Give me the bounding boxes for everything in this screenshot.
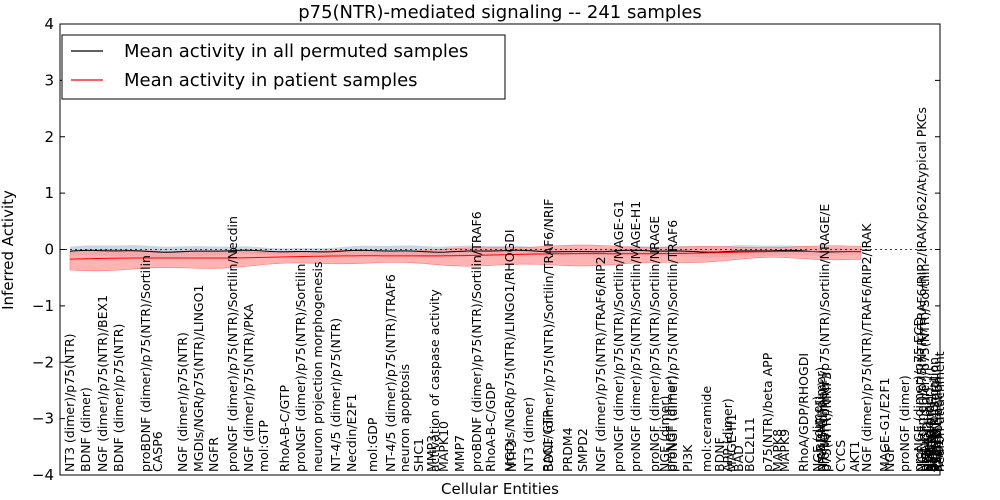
entity-label: NGF [882, 446, 897, 472]
entity-label: SMPD2 [575, 428, 590, 472]
entity-label: activation of caspase activity [427, 289, 442, 472]
entity-label: RhoA-B-C/GTP [277, 385, 292, 472]
permuted-mean-line [69, 249, 862, 253]
entity-label: APH1B [923, 430, 938, 472]
entity-label: BDNF (dimer) [921, 387, 936, 472]
entity-label: proNGF (dimer)/p75(NTR)/Sortilin/NRAGE/E [817, 204, 832, 472]
y-tick-label: 2 [44, 128, 54, 146]
entity-label: proNGF (dimer)/p75(NTR)/Sortilin/TRAF6 [665, 220, 680, 472]
entity-label: proBDNF (dimer)/p75(NTR)/Sortilin [138, 255, 153, 472]
chart-title: p75(NTR)-mediated signaling -- 241 sampl… [298, 2, 702, 23]
entity-label: neuron apoptosis [397, 364, 412, 472]
entity-label: RhoA/GDP/RHOGDI [796, 353, 811, 472]
x-axis-label: Cellular Entities [441, 480, 559, 498]
plot-area [60, 244, 940, 272]
entity-label: MMP7 [452, 435, 467, 472]
y-tick-label: −4 [32, 466, 54, 484]
entity-label: NGF (dimer) [657, 396, 672, 472]
entity-label: mol:GTP [256, 420, 271, 472]
y-tick-label: −3 [32, 410, 54, 428]
entity-label: NCSTN [925, 429, 940, 472]
entity-label: PRDM4 [560, 427, 575, 472]
entity-label: RAC1/GTP [540, 410, 555, 472]
entity-label: proNGF (dimer)/p75(NTR)/Sortilin/MAGE-H1 [628, 201, 643, 472]
entity-label: proNGF (dimer) [663, 375, 678, 472]
entity-label: NTF3 [504, 440, 519, 472]
entity-label: proNGF (dimer)/p75(NTR)/Sortilin [293, 264, 308, 472]
entity-label: axon retraction [930, 377, 945, 472]
entity-label: MGDIs/NGR/p75(NTR)/LINGO1/RHOGDI [502, 229, 517, 472]
entity-label: MGDIs/NGR/p75(NTR)/LINGO1 [191, 285, 206, 472]
y-tick-label: −2 [32, 353, 54, 371]
entity-label: mol:GDP [365, 417, 380, 472]
entity-label: proNGF (dimer) [897, 375, 912, 472]
entity-label: MAGE-G1/E2F1 [877, 377, 892, 472]
entity-label: proNGF (dimer)/p75 ECD [911, 317, 926, 472]
entity-label: MAPK8 [770, 429, 785, 472]
entity-label: SHC1 [411, 438, 426, 472]
entity-label: proBDNF (dimer)/p75(NTR)/Sortilin/TRAF6 [469, 211, 484, 472]
entity-label: MAGE-H1 [724, 413, 739, 472]
entity-label: p75(NTR)/Sortilin [927, 365, 942, 472]
y-tick-label: 4 [44, 15, 54, 33]
entity-label: CASP6 [150, 431, 165, 472]
entity-label: MAPK9 [777, 429, 792, 472]
entity-label: PSEN1 [928, 431, 943, 472]
entity-label: proNGF (dimer)/p75(NTR)/Sortilin/NRAGE [647, 216, 662, 472]
patient-mean-line [69, 250, 862, 260]
entity-label: AKT1 [847, 441, 862, 472]
entity-label: BDNF (dimer)/p75(NTR) [111, 324, 126, 472]
entity-label: APP (dimer) [720, 398, 735, 472]
entity-label: NGF (dimer) [810, 396, 825, 472]
y-tick-label: 3 [44, 71, 54, 89]
entity-label: mol:ceramide [699, 386, 714, 472]
entity-label: NGF (dimer)/p75(NTR)/PKA [241, 303, 256, 472]
entity-label: NGF (dimer)/p75(NTR)/TRAF6/RIP2/IRAK [859, 223, 874, 472]
legend-label-permuted: Mean activity in all permuted samples [124, 41, 468, 62]
entity-label: BAD [731, 445, 746, 472]
entity-label: proNGF (dimer)/p75(NTR)/Sortilin/Necdin [225, 216, 240, 472]
entity-label: proNGF (dimer)/p75(NTR)/Sortilin [917, 264, 932, 472]
entity-label: Necdin/E2F1 [344, 394, 359, 472]
y-axis-label: Inferred Activity [0, 190, 17, 310]
entity-label: NGF (dimer)/p75(NTR)/TRAF6/RIP2 [593, 256, 608, 472]
entity-label: p75(NTR)/beta APP [760, 352, 775, 472]
entity-label: NGF (dimer)/p75(NTR)/TRAF6/RIP2/IRAK/p62… [914, 107, 929, 472]
entity-label: PI3K [680, 444, 695, 472]
entity-label: RhoA-B-C/GDP [483, 382, 498, 472]
entity-label: NT-4/5 (dimer)/p75(NTR) [328, 318, 343, 472]
entity-label: NGFR [206, 437, 221, 472]
entity-label: proNGF (dimer)/p75(NTR)/Sortilin/MAGE-G1 [611, 200, 626, 472]
entity-label: NT-4/5 (dimer) [815, 381, 830, 472]
entity-label: p75 ICD [919, 422, 934, 472]
entity-label: MAPK10 [436, 421, 451, 472]
entity-label: neuron projection morphogenesis [310, 261, 325, 472]
y-axis: −4 −3 −2 −1 0 1 2 3 4 [32, 15, 940, 484]
y-tick-label: −1 [32, 297, 54, 315]
entity-label: BCL2L11 [742, 417, 757, 472]
legend-box [61, 34, 506, 100]
entity-label: neurite elongation [926, 357, 941, 472]
entity-label: proBDNF (dimer) [813, 367, 828, 472]
entity-labels: NT3 (dimer)/p75(NTR) BDNF (dimer) NGF (dim… [62, 107, 947, 472]
entity-label: CYCS [833, 440, 848, 472]
entity-label: MMP3 [424, 435, 439, 472]
entity-label: BIRC3 [924, 435, 939, 472]
entity-label: NT3 (dimer) [521, 397, 536, 472]
entity-label: RAC1 [931, 439, 946, 472]
entity-label: BDNF [712, 437, 727, 472]
entity-label: NT3 (dimer)/p75(NTR) [62, 333, 77, 472]
legend-label-patient: Mean activity in patient samples [124, 70, 418, 91]
y-tick-label: 1 [44, 184, 54, 202]
entity-label: NGF (dimer)/p75(NTR)/BEX1 [95, 295, 110, 472]
y-tick-label: 0 [44, 241, 54, 259]
entity-label: BDNF (dimer) [78, 387, 93, 472]
entity-label: NGF (dimer)/p75(NTR) [175, 332, 190, 472]
entity-label: p75(NTR)/NRIF3 [819, 372, 834, 472]
entity-label: NT-4/5 (dimer)/p75(NTR)/TRAF6 [383, 274, 398, 472]
entity-label: NGF (dimer) [922, 396, 937, 472]
legend: Mean activity in all permuted samples Me… [61, 34, 506, 100]
entity-label: BDNF (dimer)/p75(NTR)/Sortilin/TRAF6/NRI… [541, 199, 556, 472]
